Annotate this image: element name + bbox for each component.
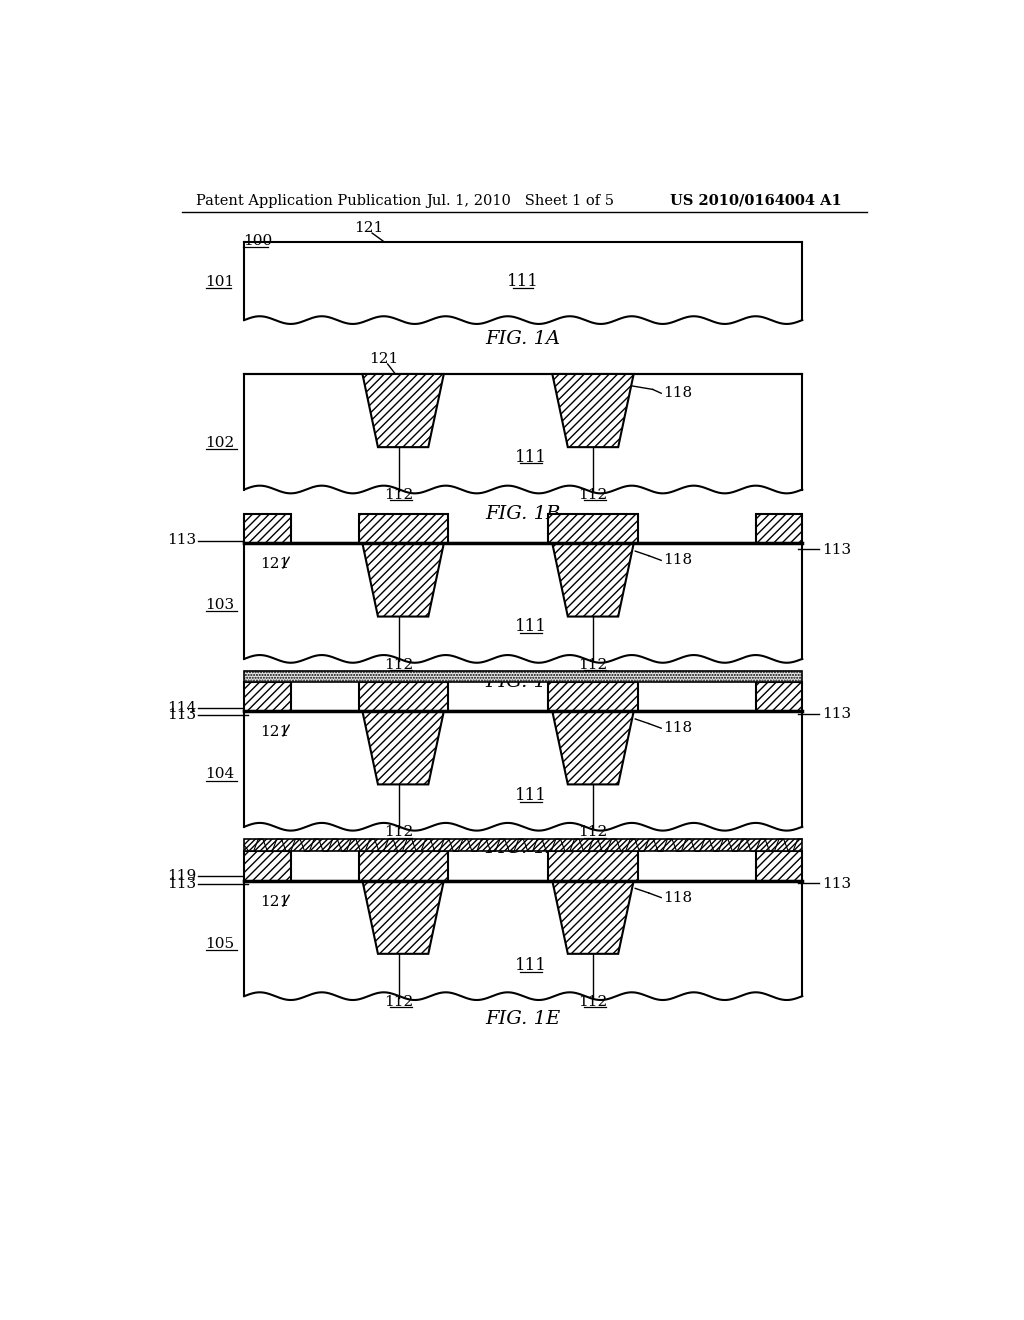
Text: 121: 121 [261,725,290,739]
Text: 111: 111 [515,618,547,635]
Bar [756,851,802,880]
Text: 112: 112 [385,659,414,672]
Bar [245,851,291,880]
Polygon shape [552,880,634,954]
Text: FIG. 1D: FIG. 1D [485,838,561,857]
Polygon shape [552,374,634,447]
Text: 113: 113 [167,876,197,891]
Bar [245,851,291,880]
Polygon shape [552,711,634,784]
Text: 111: 111 [507,273,540,290]
Polygon shape [552,544,634,616]
Bar [358,682,447,711]
Text: 104: 104 [206,767,234,781]
Text: 118: 118 [663,891,692,904]
Bar [549,515,638,544]
Bar [245,515,291,544]
Text: 113: 113 [167,532,197,546]
Text: 121: 121 [261,895,290,909]
Text: 113: 113 [167,708,197,722]
Polygon shape [362,880,443,954]
Bar [756,515,802,544]
Bar [358,682,447,711]
Bar [245,682,291,711]
Bar [358,851,447,880]
Bar [756,851,802,880]
Bar [549,682,638,711]
Text: FIG. 1E: FIG. 1E [485,1010,561,1028]
Text: 113: 113 [821,543,851,557]
Bar [549,515,638,544]
Bar [245,671,802,682]
Bar [245,840,802,851]
Text: 121: 121 [369,352,398,367]
Text: 112: 112 [385,825,414,840]
Text: US 2010/0164004 A1: US 2010/0164004 A1 [671,194,843,207]
Bar [756,682,802,711]
Text: 118: 118 [663,721,692,735]
Text: 112: 112 [385,994,414,1008]
Bar [245,515,291,544]
Bar [358,515,447,544]
Text: 113: 113 [821,876,851,891]
Text: 112: 112 [579,825,607,840]
Text: 118: 118 [663,553,692,568]
Bar [358,515,447,544]
Text: 111: 111 [515,449,547,466]
Text: 101: 101 [206,275,234,289]
Text: FIG. 1A: FIG. 1A [485,330,561,348]
Text: Patent Application Publication: Patent Application Publication [197,194,422,207]
Polygon shape [362,544,443,616]
Bar [245,840,802,851]
Text: 113: 113 [821,708,851,721]
Text: Jul. 1, 2010   Sheet 1 of 5: Jul. 1, 2010 Sheet 1 of 5 [426,194,614,207]
Text: 111: 111 [515,957,547,974]
Bar [358,851,447,880]
Polygon shape [362,374,443,447]
Text: 112: 112 [579,488,607,502]
Bar [756,515,802,544]
Bar [549,851,638,880]
Text: 121: 121 [261,557,290,572]
Text: 118: 118 [663,387,692,400]
Text: 111: 111 [515,788,547,804]
Bar [245,671,802,682]
Text: 121: 121 [353,222,383,235]
Text: 112: 112 [579,659,607,672]
Text: FIG. 1C: FIG. 1C [485,673,561,690]
Text: 119: 119 [167,869,197,883]
Polygon shape [362,711,443,784]
Text: 114: 114 [167,701,197,715]
Text: 103: 103 [206,598,234,612]
Bar [245,682,291,711]
Text: 112: 112 [385,488,414,502]
Text: FIG. 1B: FIG. 1B [485,506,561,523]
Text: 102: 102 [206,437,234,450]
Bar [549,682,638,711]
Text: 105: 105 [206,937,234,950]
Text: 100: 100 [243,234,272,248]
Bar [549,851,638,880]
Bar [756,682,802,711]
Text: 112: 112 [579,994,607,1008]
